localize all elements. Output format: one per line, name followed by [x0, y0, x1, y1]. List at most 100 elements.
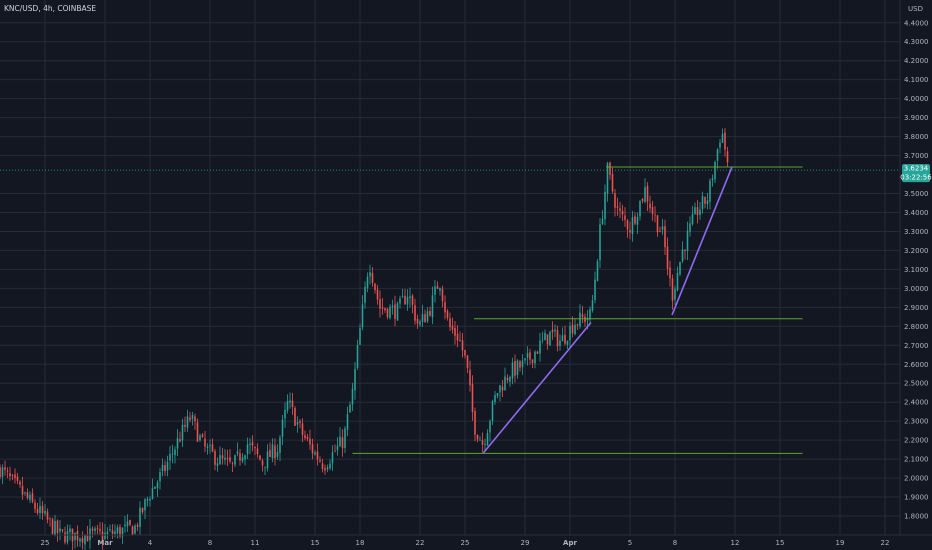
- time-tick-label: 25: [41, 539, 50, 547]
- candle-up: [29, 494, 31, 500]
- candle-down: [81, 537, 84, 543]
- candle-up: [281, 419, 284, 437]
- candle-up: [249, 443, 251, 445]
- candle-down: [301, 423, 304, 435]
- price-axis-unit: USD: [908, 5, 923, 13]
- candle-down: [381, 307, 384, 309]
- candle-down: [461, 340, 464, 351]
- candle-down: [436, 285, 439, 290]
- candle-down: [446, 310, 449, 318]
- price-axis[interactable]: 4.4000 4.3000 4.2000 4.1000 4.0000 3.9000 3.80…: [904, 19, 929, 520]
- price-tick-label: 3.2000: [904, 247, 929, 255]
- price-tick-label: 2.1000: [904, 456, 929, 464]
- candle-down: [4, 467, 6, 470]
- candle-up: [206, 446, 209, 448]
- candle-up: [719, 142, 721, 148]
- candle-up: [479, 439, 481, 441]
- candle-up: [39, 505, 41, 514]
- candle-down: [634, 216, 636, 224]
- candle-up: [426, 311, 429, 322]
- candle-up: [241, 457, 244, 462]
- candle-up: [711, 178, 714, 181]
- candle-down: [221, 455, 224, 459]
- price-tick-label: 4.0000: [904, 95, 929, 103]
- candle-up: [549, 331, 551, 346]
- time-axis[interactable]: 25 Mar 4 8 11 15 18 22 25 29 Apr 5 8 12 15 19 22: [41, 539, 890, 547]
- candle-down: [321, 463, 324, 469]
- candle-down: [519, 361, 521, 368]
- candle-down: [466, 355, 469, 368]
- time-tick-label: 19: [836, 539, 845, 547]
- candle-up: [366, 276, 369, 288]
- price-tick-label: 2.4000: [904, 399, 929, 407]
- candle-down: [616, 206, 619, 208]
- candle-up: [674, 288, 676, 300]
- candle-up: [351, 388, 354, 405]
- candle-down: [46, 511, 49, 520]
- candle-down: [469, 369, 471, 386]
- candle-down: [501, 386, 504, 391]
- candle-down: [194, 416, 196, 422]
- candle-up: [279, 437, 281, 453]
- candle-up: [104, 532, 106, 539]
- candle-down: [254, 446, 256, 449]
- candle-down: [304, 435, 306, 438]
- candle-up: [631, 217, 634, 235]
- candle-down: [16, 476, 19, 481]
- drawings: [0, 166, 900, 454]
- last-price-value: 3.6234: [904, 165, 929, 173]
- candle-down: [654, 214, 656, 216]
- candle-down: [529, 352, 531, 360]
- candle-up: [54, 520, 56, 535]
- time-tick-label: 29: [521, 539, 530, 547]
- candle-up: [561, 335, 564, 342]
- price-tick-label: 4.2000: [904, 57, 929, 65]
- candle-down: [9, 473, 11, 477]
- candle-up: [146, 498, 149, 501]
- candle-up: [434, 286, 436, 295]
- candle-down: [294, 407, 296, 426]
- candle-down: [564, 334, 566, 344]
- candle-up: [74, 532, 76, 540]
- price-tick-label: 3.5000: [904, 190, 929, 198]
- candle-down: [506, 377, 509, 381]
- candle-up: [589, 308, 591, 320]
- candle-up: [149, 498, 151, 501]
- candle-up: [331, 452, 334, 464]
- candle-down: [726, 151, 729, 163]
- candle-up: [361, 304, 364, 328]
- candle-down: [311, 444, 314, 454]
- candle-down: [474, 411, 476, 435]
- candle-down: [51, 519, 54, 534]
- candle-up: [344, 428, 346, 449]
- candle-up: [296, 422, 299, 425]
- candle-up: [599, 224, 601, 261]
- price-tick-label: 2.3000: [904, 418, 929, 426]
- price-tick-label: 2.2000: [904, 437, 929, 445]
- candles: [0, 128, 729, 550]
- candle-up: [66, 530, 69, 543]
- candle-down: [724, 132, 726, 150]
- candle-up: [401, 296, 404, 298]
- candle-up: [676, 272, 679, 291]
- candle-down: [269, 449, 271, 457]
- candle-down: [664, 226, 666, 248]
- time-tick-label: 22: [881, 539, 890, 547]
- candle-up: [166, 462, 169, 471]
- time-tick-label: Mar: [97, 539, 113, 547]
- candle-down: [696, 207, 699, 216]
- candle-up: [406, 296, 409, 305]
- candle-up: [409, 296, 411, 298]
- candle-up: [574, 325, 576, 335]
- candle-down: [371, 272, 374, 283]
- candle-up: [139, 507, 141, 528]
- candle-down: [56, 520, 59, 533]
- candle-up: [721, 133, 724, 143]
- candle-down: [666, 246, 669, 269]
- candle-up: [144, 499, 146, 511]
- candle-down: [306, 436, 309, 439]
- candle-down: [536, 351, 539, 354]
- candle-up: [541, 339, 544, 341]
- candle-up: [594, 279, 596, 300]
